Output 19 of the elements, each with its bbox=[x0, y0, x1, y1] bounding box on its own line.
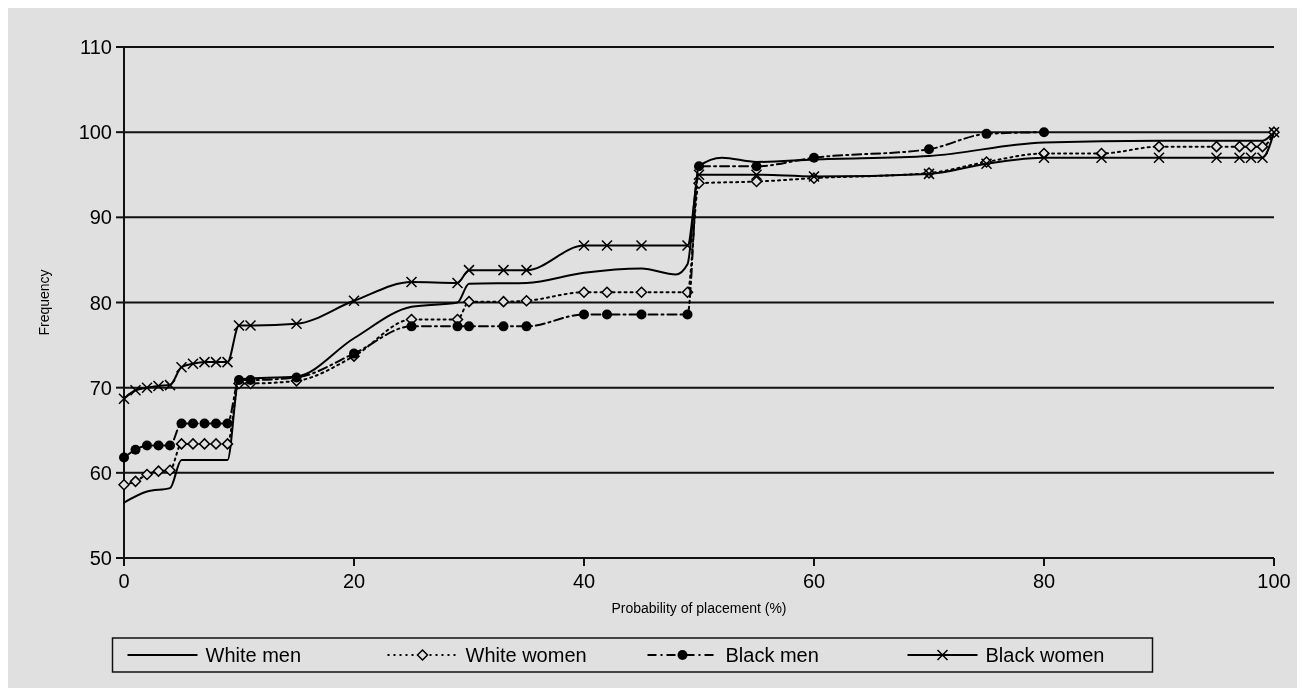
y-tick-label: 50 bbox=[89, 547, 112, 569]
y-tick-label: 90 bbox=[89, 206, 112, 229]
legend-label: Black women bbox=[985, 644, 1105, 666]
y-tick-label: 100 bbox=[78, 121, 112, 144]
y-axis-title: Frequency bbox=[36, 269, 52, 336]
y-tick-label: 70 bbox=[89, 376, 112, 399]
x-tick-label: 0 bbox=[118, 570, 130, 592]
legend-label: White women bbox=[465, 644, 587, 666]
x-axis-title: Probability of placement (%) bbox=[611, 600, 787, 616]
x-tick-label: 60 bbox=[802, 570, 826, 592]
x-tick-label: 20 bbox=[342, 570, 366, 592]
y-tick-label: 60 bbox=[89, 461, 112, 484]
y-tick-label: 80 bbox=[89, 291, 112, 314]
y-tick-label: 110 bbox=[80, 36, 112, 58]
x-tick-label: 100 bbox=[1257, 570, 1291, 592]
legend-label: White men bbox=[205, 644, 302, 666]
legend-label: Black men bbox=[725, 644, 819, 666]
x-tick-label: 80 bbox=[1032, 570, 1056, 592]
x-tick-label: 40 bbox=[572, 570, 596, 592]
